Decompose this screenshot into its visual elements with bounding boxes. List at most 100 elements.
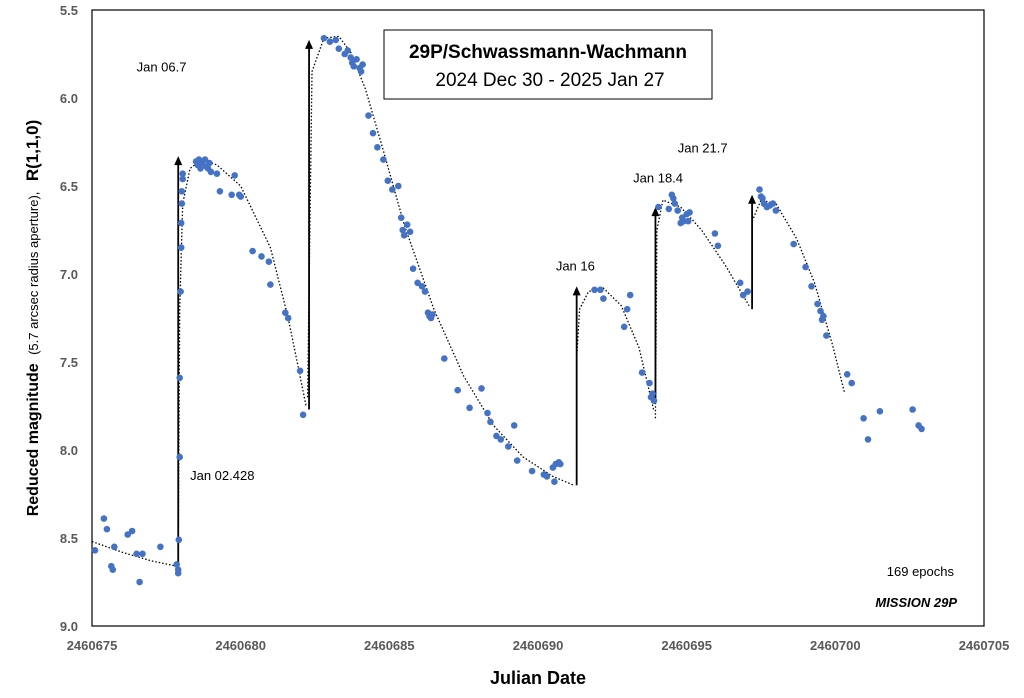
x-tick-label: 2460700 [810, 638, 861, 653]
data-point [649, 390, 656, 398]
data-point [665, 205, 673, 213]
data-point [466, 404, 473, 412]
data-point [848, 379, 855, 387]
data-point [176, 453, 183, 461]
data-point [359, 61, 366, 68]
data-point [175, 536, 183, 544]
data-point [769, 200, 777, 207]
data-point [139, 550, 146, 558]
y-axis-title-note: (5.7 arcsec radius aperture), [26, 192, 41, 355]
x-tick-label: 2460705 [959, 638, 1010, 653]
data-point [177, 244, 185, 251]
epochs-label: 169 epochs [887, 564, 955, 579]
data-point [686, 209, 693, 216]
data-point [638, 369, 646, 376]
data-point [296, 367, 304, 375]
mission-credit: MISSION 29P [875, 595, 957, 610]
data-point [421, 288, 429, 295]
x-tick-label: 2460695 [661, 638, 712, 653]
data-point [597, 286, 604, 294]
y-axis-title: Reduced magnitude (5.7 arcsec radius ape… [23, 120, 42, 517]
data-point [231, 172, 238, 179]
x-tick-label: 2460685 [364, 638, 415, 653]
data-point [400, 232, 408, 239]
data-point [557, 460, 564, 468]
data-point [684, 217, 692, 225]
data-point [384, 177, 392, 184]
data-point [670, 195, 677, 202]
data-point [374, 144, 381, 151]
data-point [136, 578, 143, 586]
data-point [249, 247, 256, 255]
data-point [528, 467, 536, 475]
annotation-label: Jan 02.428 [190, 468, 254, 483]
y-tick-labels: 5.5 6.0 6.5 7.0 7.5 8.0 8.5 9.0 [60, 3, 78, 634]
y-tick-label: 6.5 [60, 179, 78, 194]
data-point [655, 203, 662, 211]
y-tick-label: 6.0 [60, 91, 78, 106]
data-points [91, 34, 925, 586]
data-point [124, 531, 131, 538]
data-point [620, 323, 628, 331]
data-point [864, 436, 872, 443]
data-point [497, 436, 505, 443]
data-point [335, 45, 343, 52]
data-point [174, 566, 182, 573]
data-point [178, 200, 186, 207]
data-point [389, 186, 396, 193]
data-point [918, 425, 925, 433]
x-axis-title: Julian Date [490, 668, 586, 688]
data-point [267, 281, 274, 288]
data-point [206, 159, 213, 167]
data-point [823, 332, 830, 339]
data-point [429, 311, 436, 318]
data-point [216, 188, 224, 195]
data-point [409, 265, 417, 273]
outburst-arrow-5 [748, 194, 757, 310]
y-tick-label: 8.0 [60, 443, 78, 458]
outburst-arrow-1 [174, 156, 183, 565]
data-point [178, 188, 186, 195]
data-point [543, 473, 551, 480]
data-point [395, 182, 402, 190]
x-tick-label: 2460690 [513, 638, 564, 653]
annotation-label: Jan 18.4 [633, 170, 683, 185]
data-point [650, 397, 658, 405]
data-point [403, 221, 411, 228]
annotation-label: Jan 16 [556, 258, 595, 273]
data-point [284, 314, 292, 322]
plot-area [91, 9, 985, 627]
data-point [344, 47, 352, 54]
data-point [600, 295, 607, 302]
data-point [369, 129, 377, 137]
data-point [237, 193, 244, 200]
y-tick-label: 5.5 [60, 3, 78, 18]
data-point [299, 411, 307, 419]
outburst-arrow-4 [651, 207, 660, 401]
data-point [759, 195, 766, 202]
data-point [843, 371, 851, 378]
data-point [128, 527, 136, 535]
data-point [418, 283, 426, 290]
data-point [513, 457, 521, 464]
chart-title: 29P/Schwassmann-Wachmann [409, 42, 687, 63]
data-point [790, 240, 797, 248]
data-point [591, 286, 598, 294]
data-point [176, 374, 183, 382]
data-point [817, 307, 824, 315]
data-point [347, 54, 355, 61]
data-point [213, 170, 221, 177]
data-point [478, 385, 485, 392]
y-axis-title-main: Reduced magnitude [25, 363, 42, 516]
data-point [201, 156, 209, 163]
outburst-arrow-3 [572, 286, 581, 486]
data-point [814, 300, 821, 308]
y-tick-label: 9.0 [60, 619, 78, 634]
y-tick-label: 8.5 [60, 531, 78, 546]
data-point [744, 288, 751, 295]
trend-line-3 [306, 35, 574, 486]
data-point [258, 253, 265, 260]
y-tick-label: 7.5 [60, 355, 78, 370]
data-point [365, 112, 372, 119]
